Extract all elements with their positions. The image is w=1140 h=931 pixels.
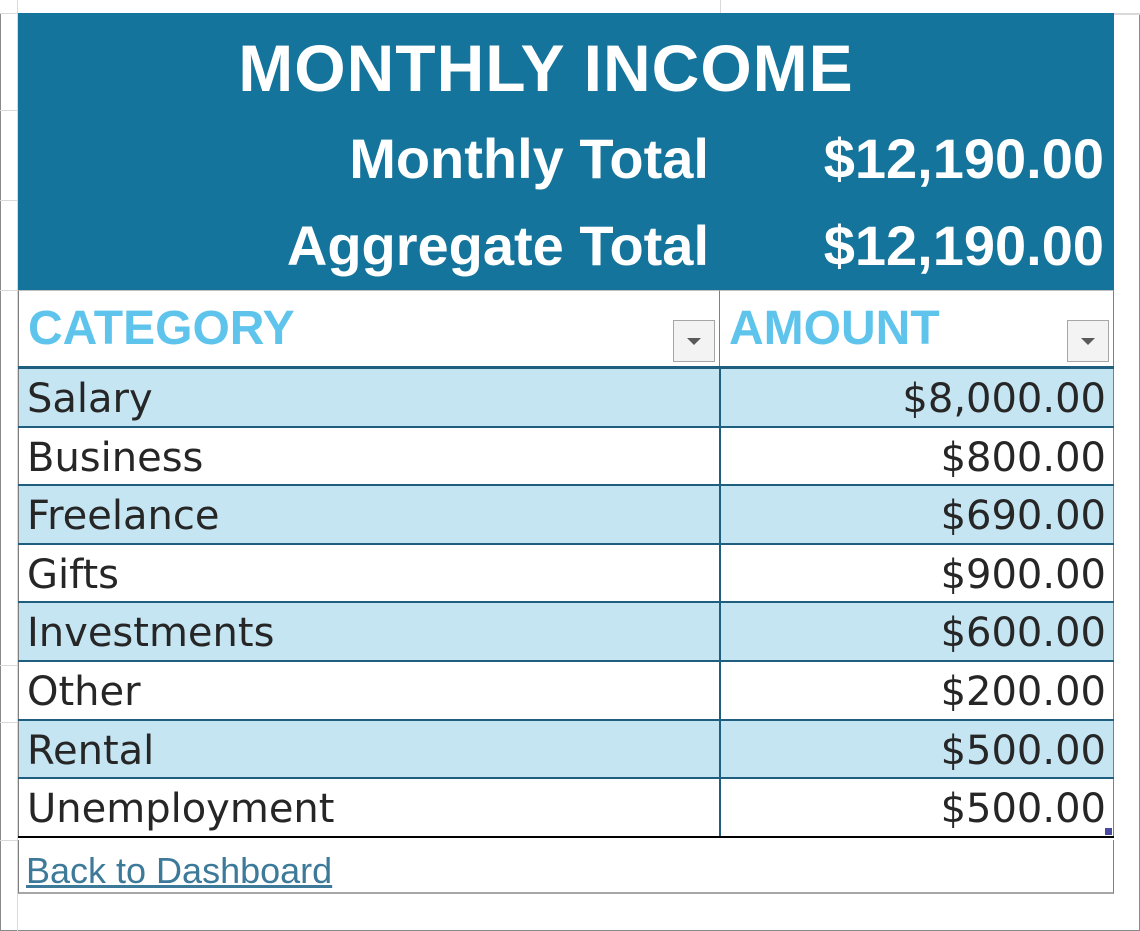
income-table: CATEGORY AMOUNT Salary $8,000.00 Busines… (18, 290, 1114, 838)
amount-cell[interactable]: $690.00 (719, 486, 1114, 543)
gridline-row (0, 840, 17, 841)
column-header-category[interactable]: CATEGORY (18, 290, 719, 366)
category-cell[interactable]: Investments (18, 603, 719, 660)
table-row: Salary $8,000.00 (18, 369, 1114, 428)
table-resize-handle-icon[interactable] (1105, 827, 1112, 835)
gridline-top (0, 0, 1140, 14)
table-row: Other $200.00 (18, 661, 1114, 721)
category-cell[interactable]: Unemployment (18, 779, 719, 836)
gridline-row (0, 200, 17, 201)
amount-cell[interactable]: $500.00 (719, 779, 1114, 836)
table-row: Freelance $690.00 (18, 486, 1114, 545)
aggregate-total-value[interactable]: $12,190.00 (823, 214, 1104, 277)
table-row: Rental $500.00 (18, 720, 1114, 780)
column-header-category-label: CATEGORY (28, 302, 295, 355)
table-row: Investments $600.00 (18, 603, 1114, 662)
category-filter-dropdown-icon[interactable] (673, 320, 715, 362)
gridline-row (0, 290, 17, 291)
column-header-amount-label: AMOUNT (729, 302, 940, 355)
column-header-amount[interactable]: AMOUNT (719, 290, 1114, 366)
gridline-row (1114, 14, 1140, 15)
amount-filter-dropdown-icon[interactable] (1067, 320, 1109, 362)
category-cell[interactable]: Salary (18, 369, 719, 426)
amount-cell[interactable]: $200.00 (719, 661, 1114, 719)
table-row: Gifts $900.00 (18, 544, 1114, 604)
amount-cell[interactable]: $900.00 (719, 544, 1114, 602)
back-to-dashboard-link[interactable]: Back to Dashboard (26, 850, 333, 891)
table-header-row: CATEGORY AMOUNT (18, 290, 1114, 369)
amount-cell[interactable]: $8,000.00 (719, 369, 1114, 426)
footer-row: Back to Dashboard (18, 840, 1114, 894)
amount-cell[interactable]: $600.00 (719, 603, 1114, 660)
amount-cell-value: $500.00 (940, 786, 1106, 833)
monthly-total-value[interactable]: $12,190.00 (823, 127, 1104, 190)
page-title: MONTHLY INCOME (238, 31, 854, 105)
aggregate-total-label: Aggregate Total (286, 214, 709, 277)
table-row: Business $800.00 (18, 427, 1114, 487)
category-cell[interactable]: Rental (18, 720, 719, 778)
income-banner: MONTHLY INCOME Monthly Total $12,190.00 … (18, 13, 1114, 290)
gridline-row (0, 110, 17, 111)
amount-cell[interactable]: $500.00 (719, 720, 1114, 778)
gridline-row (0, 722, 17, 723)
monthly-total-label: Monthly Total (349, 127, 709, 190)
category-cell[interactable]: Freelance (18, 486, 719, 543)
gridline-row (0, 665, 17, 666)
gridline-col (720, 0, 721, 13)
category-cell[interactable]: Business (18, 427, 719, 485)
category-cell[interactable]: Other (18, 661, 719, 719)
amount-cell[interactable]: $800.00 (719, 427, 1114, 485)
table-row: Unemployment $500.00 (18, 779, 1114, 838)
gridline-right (1114, 0, 1140, 931)
category-cell[interactable]: Gifts (18, 544, 719, 602)
gridline-left (0, 0, 18, 931)
